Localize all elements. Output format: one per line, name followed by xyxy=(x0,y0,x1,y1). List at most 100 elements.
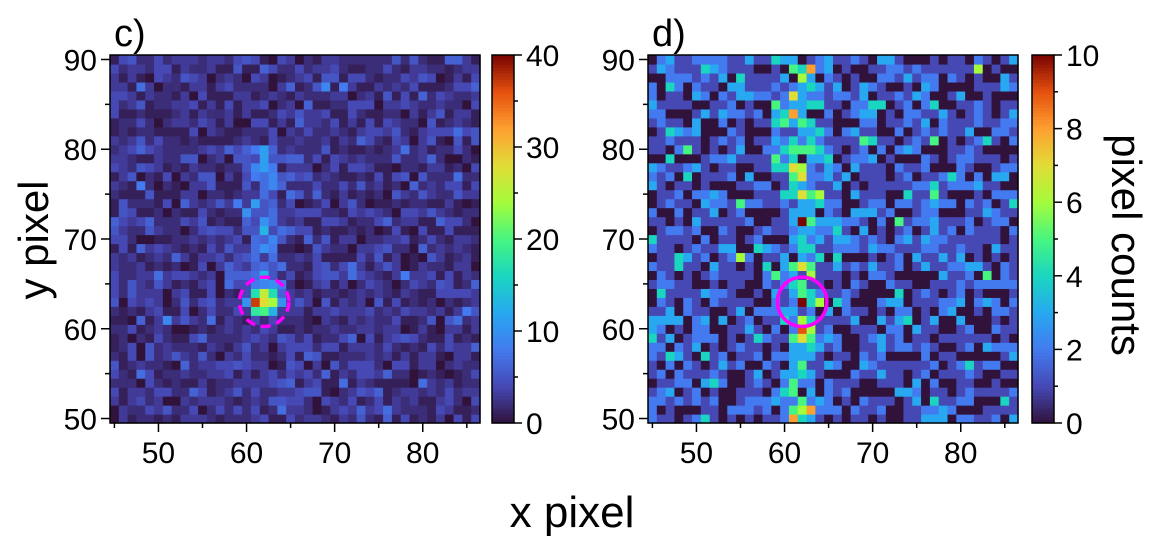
c-cell xyxy=(215,387,226,397)
c-cell xyxy=(383,261,393,272)
d-cell xyxy=(815,225,825,236)
d-cell xyxy=(806,324,816,334)
d-cell xyxy=(912,351,922,361)
c-cell xyxy=(391,72,402,83)
d-cell xyxy=(744,414,755,424)
d-cell xyxy=(982,189,993,200)
d-cell xyxy=(965,117,975,128)
c-cell xyxy=(206,90,217,101)
d-cell xyxy=(991,252,1001,263)
d-cell xyxy=(912,360,922,370)
d-colorbar-tick-label: 0 xyxy=(1066,408,1083,441)
c-cell xyxy=(233,405,243,415)
c-cell xyxy=(136,252,146,263)
d-cell xyxy=(859,72,869,83)
d-cell xyxy=(929,225,940,236)
d-cell xyxy=(841,198,852,209)
c-cell xyxy=(268,72,278,83)
d-cell xyxy=(982,126,993,137)
c-cell xyxy=(242,342,252,352)
d-cell xyxy=(894,324,905,334)
c-cell xyxy=(471,90,481,101)
c-cell xyxy=(444,216,455,227)
c-cell xyxy=(136,216,146,227)
d-cell xyxy=(665,351,676,361)
c-cell xyxy=(347,297,358,307)
d-cell xyxy=(991,396,1001,406)
c-cell xyxy=(321,378,331,388)
c-colorbar-segment xyxy=(492,248,514,252)
d-cell xyxy=(973,351,984,361)
c-cell xyxy=(383,189,393,200)
c-cell xyxy=(330,252,340,263)
d-cell xyxy=(683,144,693,155)
d-cell xyxy=(833,162,843,173)
d-cell xyxy=(859,90,869,101)
d-colorbar-tick-label: 8 xyxy=(1066,114,1083,147)
c-cell xyxy=(365,63,375,74)
c-cell xyxy=(162,90,173,101)
d-cell xyxy=(850,270,861,280)
d-cell xyxy=(841,351,852,361)
c-cell xyxy=(312,153,323,164)
c-cell xyxy=(277,414,287,424)
d-cell xyxy=(674,117,684,128)
c-cell xyxy=(250,378,261,388)
c-cell xyxy=(286,288,296,298)
d-cell xyxy=(956,63,966,74)
d-cell xyxy=(806,270,816,280)
c-x-tick-label: 80 xyxy=(406,437,439,470)
c-colorbar-segment xyxy=(492,226,514,231)
c-cell xyxy=(330,81,340,92)
d-cell xyxy=(973,270,984,280)
d-colorbar-segment xyxy=(1032,245,1054,249)
d-cell xyxy=(718,333,728,343)
c-cell xyxy=(233,234,243,245)
c-cell xyxy=(198,144,208,155)
c-cell xyxy=(127,126,138,137)
d-cell xyxy=(788,387,799,397)
c-cell xyxy=(453,396,463,406)
c-cell xyxy=(418,288,428,298)
d-cell xyxy=(727,351,737,361)
d-cell xyxy=(753,378,764,388)
c-cell xyxy=(250,342,261,352)
c-cell xyxy=(471,189,481,200)
d-cell xyxy=(648,72,658,83)
c-cell xyxy=(250,234,261,245)
c-cell xyxy=(136,306,146,316)
d-cell xyxy=(797,306,808,316)
c-cell xyxy=(224,387,234,397)
c-cell xyxy=(162,387,173,397)
d-cell xyxy=(815,270,825,280)
c-cell xyxy=(198,225,208,236)
d-colorbar-segment xyxy=(1032,334,1054,338)
d-cell xyxy=(718,171,728,182)
d-cell xyxy=(788,180,799,191)
d-cell xyxy=(700,288,711,298)
d-cell xyxy=(841,369,852,379)
c-cell xyxy=(171,405,182,415)
c-cell xyxy=(383,135,393,146)
c-cell xyxy=(215,153,226,164)
d-cell xyxy=(674,414,684,424)
d-cell xyxy=(665,225,676,236)
c-cell xyxy=(233,396,243,406)
d-cell xyxy=(894,198,905,209)
c-cell xyxy=(180,261,190,272)
d-cell xyxy=(648,117,658,128)
d-cell xyxy=(780,288,790,298)
d-colorbar-segment xyxy=(1032,193,1054,197)
d-cell xyxy=(788,225,799,236)
d-cell xyxy=(824,288,834,298)
d-cell xyxy=(912,153,922,164)
d-cell xyxy=(1009,405,1019,415)
c-cell xyxy=(127,405,138,415)
panel-c-heatmap xyxy=(110,55,481,424)
d-cell xyxy=(806,144,816,155)
d-cell xyxy=(956,117,966,128)
d-cell xyxy=(727,225,737,236)
c-cell xyxy=(198,72,208,83)
d-colorbar-segment xyxy=(1032,232,1054,237)
d-cell xyxy=(665,369,676,379)
